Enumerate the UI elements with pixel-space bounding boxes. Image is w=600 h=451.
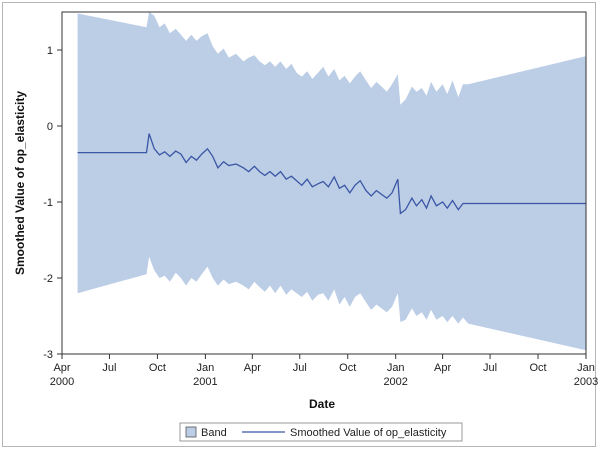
legend-band-swatch: [185, 426, 197, 438]
x-tick-label: Apr: [53, 362, 70, 374]
x-tick-year-label: 2001: [193, 376, 217, 388]
plot-border: [61, 11, 587, 355]
x-tick-label: Jan: [577, 362, 595, 374]
x-tick-year-label: 2003: [574, 376, 598, 388]
y-tick-label: -3: [43, 349, 53, 361]
x-tick-label: Oct: [339, 362, 356, 374]
legend-box: [179, 422, 463, 442]
x-axis: Apr 2000 Jul Oct Jan 2001 Apr Jul Oct Jan 2002 Apr J…: [50, 354, 598, 388]
x-tick-label: Oct: [149, 362, 166, 374]
x-tick-label: Jul: [102, 362, 116, 374]
x-tick-label: Jul: [483, 362, 497, 374]
legend-band-label: Band: [201, 427, 227, 439]
y-axis: 1 0 -1 -2 -3: [43, 45, 62, 361]
smoothed-value-line: [77, 133, 586, 215]
x-tick-label: Apr: [434, 362, 451, 374]
legend-line-label: Smoothed Value of op_elasticity: [290, 427, 447, 439]
y-tick-label: 0: [47, 121, 53, 133]
x-tick-year-label: 2002: [383, 376, 407, 388]
y-tick-label: -2: [43, 273, 53, 285]
x-tick-label: Apr: [244, 362, 261, 374]
legend: Band Smoothed Value of op_elasticity: [179, 422, 463, 442]
x-tick-label: Jul: [293, 362, 307, 374]
x-tick-label: Jan: [387, 362, 405, 374]
x-axis-title: Date: [309, 397, 335, 411]
y-tick-label: 1: [47, 45, 53, 57]
y-axis-title: Smoothed Value of op_elasticity: [13, 91, 27, 275]
x-tick-label: Oct: [529, 362, 546, 374]
y-tick-label: -1: [43, 197, 53, 209]
x-tick-year-label: 2000: [50, 376, 74, 388]
x-tick-label: Jan: [197, 362, 215, 374]
